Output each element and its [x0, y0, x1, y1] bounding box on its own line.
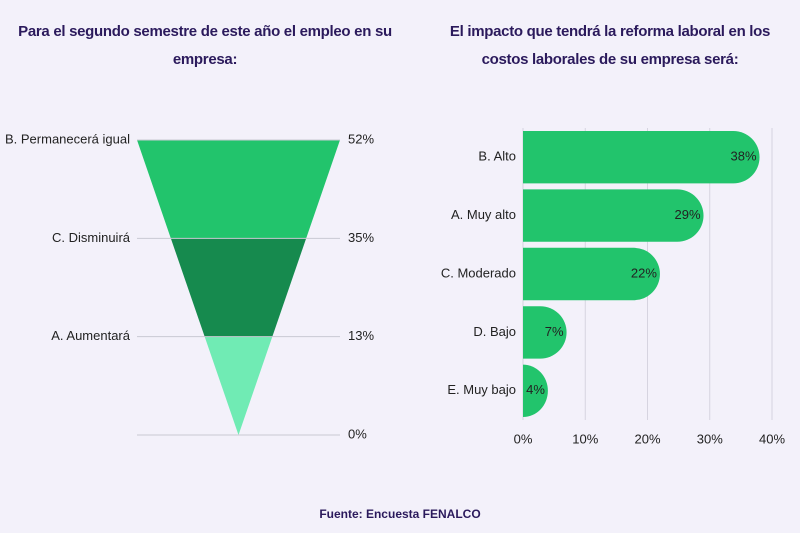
x-tick-label: 10%: [572, 431, 598, 446]
value-label: 35%: [348, 230, 374, 245]
x-tick-label: 40%: [759, 431, 785, 446]
value-label: 7%: [545, 324, 564, 339]
bar: [523, 189, 704, 242]
x-tick-label: 0%: [514, 431, 533, 446]
value-label: 29%: [674, 207, 700, 222]
x-tick-label: 20%: [634, 431, 660, 446]
value-label: 13%: [348, 328, 374, 343]
bar: [523, 247, 660, 301]
funnel-segment: [137, 140, 340, 239]
value-label: 52%: [348, 131, 374, 146]
funnel-segment: [170, 238, 307, 337]
category-label: A. Muy alto: [451, 207, 516, 222]
bar: [523, 131, 760, 184]
right-title: El impacto que tendrá la reforma laboral…: [449, 23, 771, 68]
left-title: Para el segundo semestre de este año el …: [18, 23, 392, 68]
bar: [523, 364, 548, 417]
category-label: D. Bajo: [473, 324, 516, 339]
funnel-segment: [204, 336, 273, 435]
bar: [523, 306, 567, 359]
category-label: B. Permanecerá igual: [5, 131, 130, 146]
end-tick-label: 0%: [348, 426, 367, 441]
category-label: C. Moderado: [441, 265, 516, 280]
value-label: 22%: [631, 265, 657, 280]
source: Fuente: Encuesta FENALCO: [319, 507, 480, 521]
value-label: 38%: [731, 149, 757, 164]
category-label: B. Alto: [478, 149, 516, 164]
category-label: C. Disminuirá: [52, 230, 131, 245]
category-label: E. Muy bajo: [447, 382, 516, 397]
value-label: 4%: [526, 382, 545, 397]
category-label: A. Aumentará: [51, 328, 131, 343]
x-tick-label: 30%: [697, 431, 723, 446]
